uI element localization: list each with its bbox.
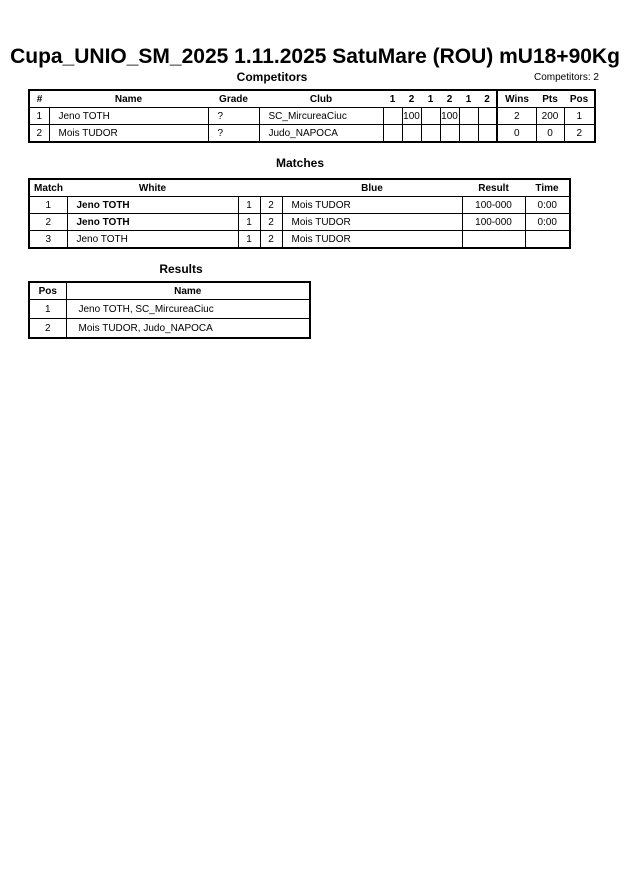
white-player: Jeno TOTH [66, 213, 239, 231]
competitor-pos: 2 [563, 124, 596, 143]
competitors-section-title: Competitors [236, 70, 308, 84]
col-m2a: 1 [421, 90, 440, 108]
results-header-row: Pos Name [29, 282, 310, 300]
competitors-header-row: # Name Grade Club 1 2 1 2 1 2 Wins Pts P… [29, 90, 595, 108]
match-result: 100-000 [461, 196, 526, 214]
match-num: 1 [28, 196, 68, 214]
results-section-title: Results [159, 262, 203, 276]
competitor-name: Mois TUDOR [48, 124, 209, 143]
competitor-wins: 2 [496, 107, 537, 125]
match-time [524, 230, 571, 249]
blue-draw-num: 2 [259, 230, 283, 249]
result-pos: 1 [28, 299, 67, 319]
white-draw-num: 1 [237, 230, 261, 249]
blue-draw-num: 2 [259, 213, 283, 231]
result-pos: 2 [28, 318, 67, 339]
col-blue: Blue [282, 179, 462, 197]
white-draw-num: 1 [237, 196, 261, 214]
col-m3b: 2 [478, 90, 497, 108]
col-blue-flag [260, 179, 282, 197]
col-pts: Pts [536, 90, 564, 108]
match-num: 3 [28, 230, 68, 249]
col-club: Club [259, 90, 383, 108]
blue-player: Mois TUDOR [281, 196, 463, 214]
col-m3a: 1 [459, 90, 478, 108]
competitor-row: 1 Jeno TOTH ? SC_MircureaCiuc 100 100 2 … [28, 107, 596, 125]
matches-header-row: Match White Blue Result Time [29, 179, 570, 197]
col-white: White [67, 179, 238, 197]
page-title: Cupa_UNIO_SM_2025 1.11.2025 SatuMare (RO… [10, 45, 620, 68]
competitor-pts: 200 [535, 107, 565, 125]
result-row: 1 Jeno TOTH, SC_MircureaCiuc [28, 299, 311, 319]
score-cell [458, 107, 479, 125]
competitor-pos: 1 [563, 107, 596, 125]
col-grade: Grade [208, 90, 259, 108]
col-pos: Pos [29, 282, 67, 300]
match-time: 0:00 [524, 196, 571, 214]
white-draw-num: 1 [237, 213, 261, 231]
col-wins: Wins [496, 90, 536, 108]
match-row: 1 Jeno TOTH 1 2 Mois TUDOR 100-000 0:00 [28, 196, 571, 214]
competitor-row: 2 Mois TUDOR ? Judo_NAPOCA 0 0 2 [28, 124, 596, 143]
col-num: # [29, 90, 49, 108]
match-num: 2 [28, 213, 68, 231]
blue-draw-num: 2 [259, 196, 283, 214]
score-cell [401, 124, 422, 143]
match-result: 100-000 [461, 213, 526, 231]
score-cell [458, 124, 479, 143]
blue-player: Mois TUDOR [281, 213, 463, 231]
white-player: Jeno TOTH [66, 196, 239, 214]
score-cell: 100 [439, 107, 460, 125]
competitors-table: # Name Grade Club 1 2 1 2 1 2 Wins Pts P… [28, 89, 596, 143]
results-table: Pos Name 1 Jeno TOTH, SC_MircureaCiuc 2 … [28, 281, 311, 339]
col-name: Name [66, 282, 310, 300]
competitor-grade: ? [207, 124, 260, 143]
blue-player: Mois TUDOR [281, 230, 463, 249]
score-cell [382, 107, 403, 125]
col-white-flag [238, 179, 260, 197]
match-row: 3 Jeno TOTH 1 2 Mois TUDOR [28, 230, 571, 249]
competitor-num: 2 [28, 124, 50, 143]
score-cell [477, 124, 498, 143]
competitor-club: SC_MircureaCiuc [258, 107, 384, 125]
col-m2b: 2 [440, 90, 459, 108]
col-match: Match [29, 179, 67, 197]
white-player: Jeno TOTH [66, 230, 239, 249]
score-cell [382, 124, 403, 143]
score-cell [420, 107, 441, 125]
score-cell: 100 [401, 107, 422, 125]
result-name: Jeno TOTH, SC_MircureaCiuc [65, 299, 311, 319]
col-result: Result [462, 179, 525, 197]
competitors-count: Competitors: 2 [533, 72, 599, 83]
competitor-grade: ? [207, 107, 260, 125]
competitor-num: 1 [28, 107, 50, 125]
match-time: 0:00 [524, 213, 571, 231]
matches-section-title: Matches [275, 156, 325, 170]
match-row: 2 Jeno TOTH 1 2 Mois TUDOR 100-000 0:00 [28, 213, 571, 231]
matches-table: Match White Blue Result Time 1 Jeno TOTH… [28, 178, 571, 249]
col-time: Time [525, 179, 570, 197]
result-row: 2 Mois TUDOR, Judo_NAPOCA [28, 318, 311, 339]
match-result [461, 230, 526, 249]
competitor-name: Jeno TOTH [48, 107, 209, 125]
result-name: Mois TUDOR, Judo_NAPOCA [65, 318, 311, 339]
col-m1a: 1 [383, 90, 402, 108]
col-pos: Pos [564, 90, 595, 108]
competitor-wins: 0 [496, 124, 537, 143]
score-cell [420, 124, 441, 143]
competitor-club: Judo_NAPOCA [258, 124, 384, 143]
col-m1b: 2 [402, 90, 421, 108]
score-cell [439, 124, 460, 143]
col-name: Name [49, 90, 208, 108]
competitor-pts: 0 [535, 124, 565, 143]
score-cell [477, 107, 498, 125]
